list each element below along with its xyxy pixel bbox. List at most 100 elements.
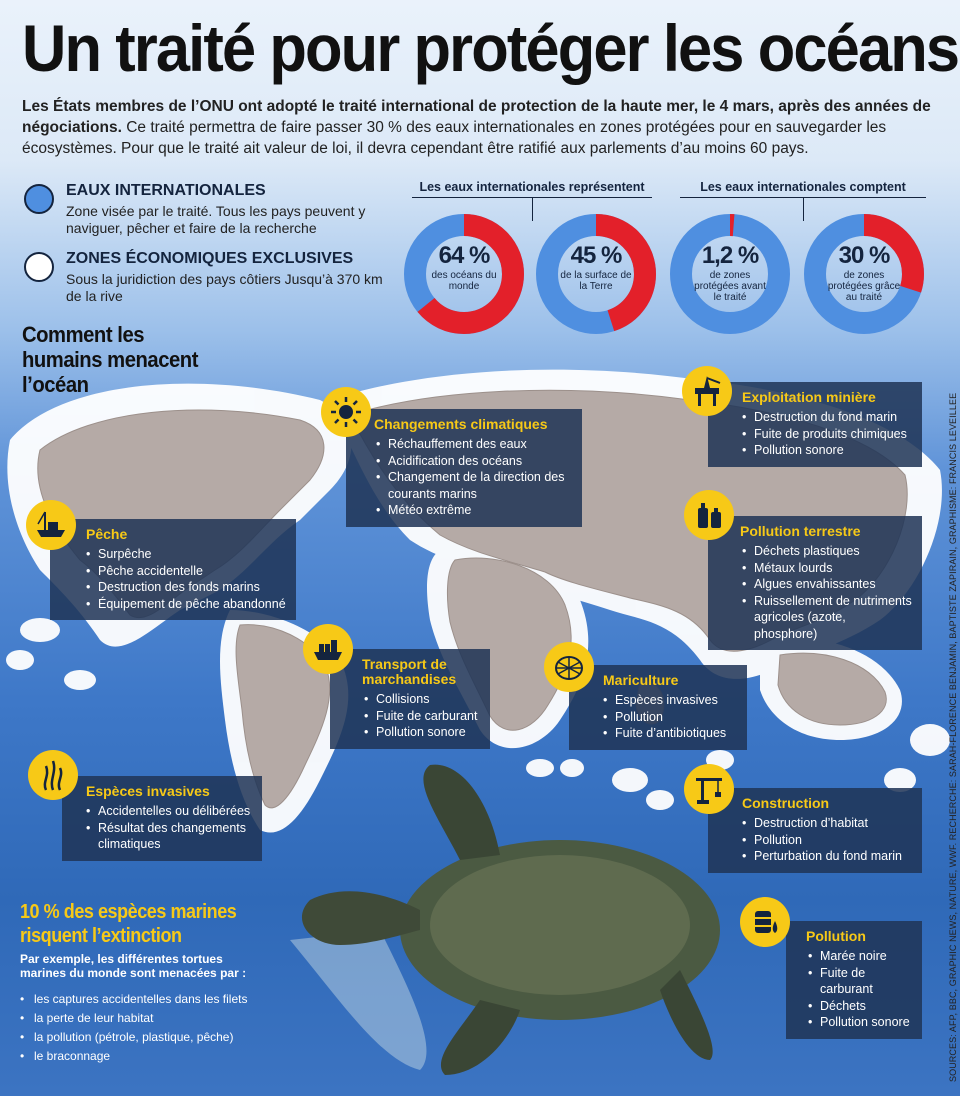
threats-heading: Comment les humains menacent l’océan xyxy=(22,322,198,397)
donut-value: 45 % xyxy=(570,242,623,269)
threat-item: Surpêche xyxy=(86,546,286,563)
turtle-head xyxy=(301,891,420,945)
donut-ring xyxy=(536,214,656,334)
threat-item: Destruction d’habitat xyxy=(742,815,912,832)
blue-dot-icon xyxy=(24,184,54,214)
donut-chart: 45 % de la surface de la Terre xyxy=(534,212,658,336)
white-dot-icon xyxy=(24,252,54,282)
oil-rig-icon xyxy=(682,366,732,416)
threat-title: Changements climatiques xyxy=(374,416,548,432)
turtle-shell xyxy=(430,855,690,995)
threat-item: Déchets xyxy=(808,998,912,1015)
threat-item: Collisions xyxy=(364,691,480,708)
legend-desc: Zone visée par le traité. Tous les pays … xyxy=(66,203,366,236)
threat-item: Ruissellement de nutriments agricoles (a… xyxy=(742,593,912,643)
donut-label: de zones protégées avant le traité xyxy=(694,270,766,303)
donut-group-header: Les eaux internationales comptent xyxy=(680,180,926,221)
threat-item: Réchauffement des eaux xyxy=(376,436,572,453)
threat-item: Météo extrême xyxy=(376,502,572,519)
turtle-flipper xyxy=(423,764,500,860)
threat-item: Perturbation du fond marin xyxy=(742,848,912,865)
bottles-icon xyxy=(684,490,734,540)
donut-group-header: Les eaux internationales représentent xyxy=(412,180,652,221)
threat-box-pollution: Pollution Marée noireFuite de carburantD… xyxy=(786,921,922,1039)
threat-item: Pollution sonore xyxy=(808,1014,912,1031)
page-title: Un traité pour protéger les océans xyxy=(22,11,960,85)
threat-item: Espèces invasives xyxy=(603,692,737,709)
threat-item: Pollution sonore xyxy=(742,442,912,459)
fishing-boat-icon xyxy=(26,500,76,550)
threat-item: Fuite de carburant xyxy=(364,708,480,725)
donut-label: des océans du monde xyxy=(431,270,497,292)
turtle-flipper xyxy=(440,1000,520,1075)
intro-bold: Les États membres de l’ONU ont adopté le… xyxy=(22,98,931,136)
threat-box-mining: Exploitation minière Destruction du fond… xyxy=(708,382,922,467)
list-item: les captures accidentelles dans les file… xyxy=(20,990,247,1009)
threat-item: Destruction du fond marin xyxy=(742,409,912,426)
donut-group-title: Les eaux internationales représentent xyxy=(419,180,645,194)
threat-title: Pêche xyxy=(86,526,128,542)
cargo-ship-icon xyxy=(303,624,353,674)
threat-item: Marée noire xyxy=(808,948,912,965)
threat-item: Pollution xyxy=(742,832,912,849)
crane-icon xyxy=(684,764,734,814)
threat-title: Espèces invasives xyxy=(86,783,210,799)
plastic-bag xyxy=(290,930,427,1070)
threat-item: Fuite d’antibiotiques xyxy=(603,725,737,742)
donut-chart: 1,2 % de zones protégées avant le traité xyxy=(668,212,792,336)
donut-ring xyxy=(804,214,924,334)
donut-chart: 30 % de zones protégées grâce au traité xyxy=(802,212,926,336)
seaweed-icon xyxy=(28,750,78,800)
threat-box-climate: Changements climatiques Réchauffement de… xyxy=(346,409,582,527)
threat-item: Pêche accidentelle xyxy=(86,563,286,580)
fish-farm-icon xyxy=(544,642,594,692)
threat-title: Transport de marchandises xyxy=(362,656,457,687)
donut-value: 64 % xyxy=(438,242,491,269)
legend-eez: ZONES ÉCONOMIQUES EXCLUSIVES Sous la jur… xyxy=(24,250,384,305)
oil-barrel-icon xyxy=(740,897,790,947)
sources-credit: SOURCES: AFP, BBC, GRAPHIC NEWS, NATURE,… xyxy=(948,392,958,1082)
threat-box-fishing: Pêche SurpêchePêche accidentelleDestruct… xyxy=(50,519,296,620)
threat-item: Changement de la direction des courants … xyxy=(376,469,572,502)
threat-box-construction: Construction Destruction d’habitatPollut… xyxy=(708,788,922,873)
donut-label: de la surface de la Terre xyxy=(560,270,632,292)
sea-turtle-image xyxy=(290,764,720,1075)
legend-title: EAUX INTERNATIONALES xyxy=(66,182,266,199)
threat-item: Destruction des fonds marins xyxy=(86,579,286,596)
threat-item: Fuite de produits chimiques xyxy=(742,426,912,443)
donut-value: 1,2 % xyxy=(701,242,759,269)
list-item: la perte de leur habitat xyxy=(20,1009,247,1028)
threat-title: Pollution terrestre xyxy=(740,523,861,539)
donut-ring xyxy=(404,214,524,334)
threat-item: Métaux lourds xyxy=(742,560,912,577)
threat-item: Pollution sonore xyxy=(364,724,480,741)
threat-item: Accidentelles ou délibérées xyxy=(86,803,252,820)
threat-title: Construction xyxy=(742,795,830,811)
donut-group-title: Les eaux internationales comptent xyxy=(700,180,906,194)
extinction-subtitle: Par exemple, les différentes tortues mar… xyxy=(20,952,247,980)
donut-value: 30 % xyxy=(838,242,891,269)
donut-chart: 64 % des océans du monde xyxy=(402,212,526,336)
threat-box-shipping: Transport de marchandises CollisionsFuit… xyxy=(330,649,490,749)
legend-international-waters: EAUX INTERNATIONALES Zone visée par le t… xyxy=(24,182,384,237)
extinction-list: les captures accidentelles dans les file… xyxy=(20,990,247,1066)
threat-item: Fuite de carburant xyxy=(808,965,912,998)
threat-title: Mariculture xyxy=(603,672,679,688)
intro-paragraph: Les États membres de l’ONU ont adopté le… xyxy=(22,96,932,159)
list-item: le braconnage xyxy=(20,1047,247,1066)
threat-item: Algues envahissantes xyxy=(742,576,912,593)
threat-item: Résultat des changements climatiques xyxy=(86,820,252,853)
threat-item: Équipement de pêche abandonné xyxy=(86,596,286,613)
intro-rest: Ce traité permettra de faire passer 30 %… xyxy=(22,119,887,157)
threat-title: Pollution xyxy=(806,928,866,944)
extinction-title: 10 % des espèces marines risquent l’exti… xyxy=(20,901,237,947)
threat-box-mariculture: Mariculture Espèces invasivesPollutionFu… xyxy=(569,665,747,750)
turtle-flipper xyxy=(660,970,713,1060)
list-item: la pollution (pétrole, plastique, pêche) xyxy=(20,1028,247,1047)
threat-item: Pollution xyxy=(603,709,737,726)
legend-desc: Sous la juridiction des pays côtiers Jus… xyxy=(66,271,383,304)
donut-label: de zones protégées grâce au traité xyxy=(827,270,901,303)
threat-item: Acidification des océans xyxy=(376,453,572,470)
threat-title: Exploitation minière xyxy=(742,389,876,405)
legend-title: ZONES ÉCONOMIQUES EXCLUSIVES xyxy=(66,250,354,267)
